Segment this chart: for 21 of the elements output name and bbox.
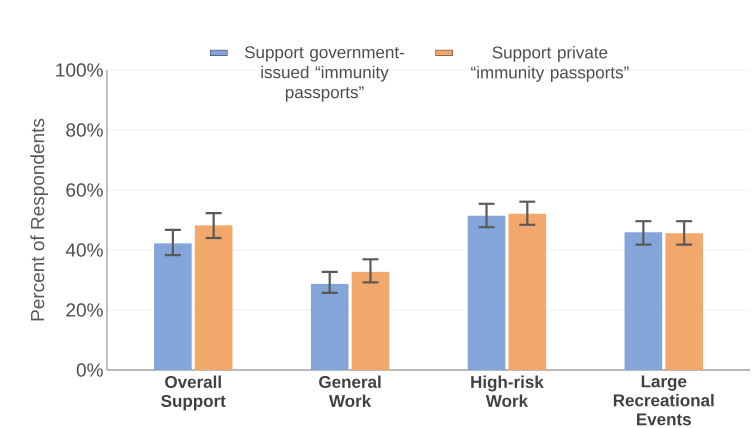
legend-label: Support government-issued “immunity passports” [244,46,404,102]
bar [352,272,390,370]
bar [624,232,662,370]
x-tick-label: Large Recreational Events [614,376,714,426]
y-tick-label: 40% [66,243,103,257]
y-tick-label: 20% [66,303,103,317]
x-tick-label: Overall Support [161,376,226,410]
bar [665,233,703,370]
bar [310,284,349,370]
y-axis-title: Percent of Respondents [30,118,48,320]
x-tick-label: General Work [319,376,381,408]
y-tick-label: 60% [66,183,103,197]
bar [508,214,546,370]
bar [468,216,506,370]
bar [154,243,192,370]
y-tick-label: 100% [56,63,103,77]
y-tick-label: 80% [66,123,103,137]
legend-label: Support private “immunity passports” [471,46,629,82]
y-tick-label: 0% [76,363,103,377]
x-tick-label: High-risk Work [471,376,544,408]
bar [194,225,232,370]
